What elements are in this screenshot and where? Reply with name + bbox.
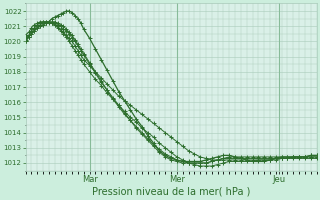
X-axis label: Pression niveau de la mer( hPa ): Pression niveau de la mer( hPa ) xyxy=(92,187,250,197)
